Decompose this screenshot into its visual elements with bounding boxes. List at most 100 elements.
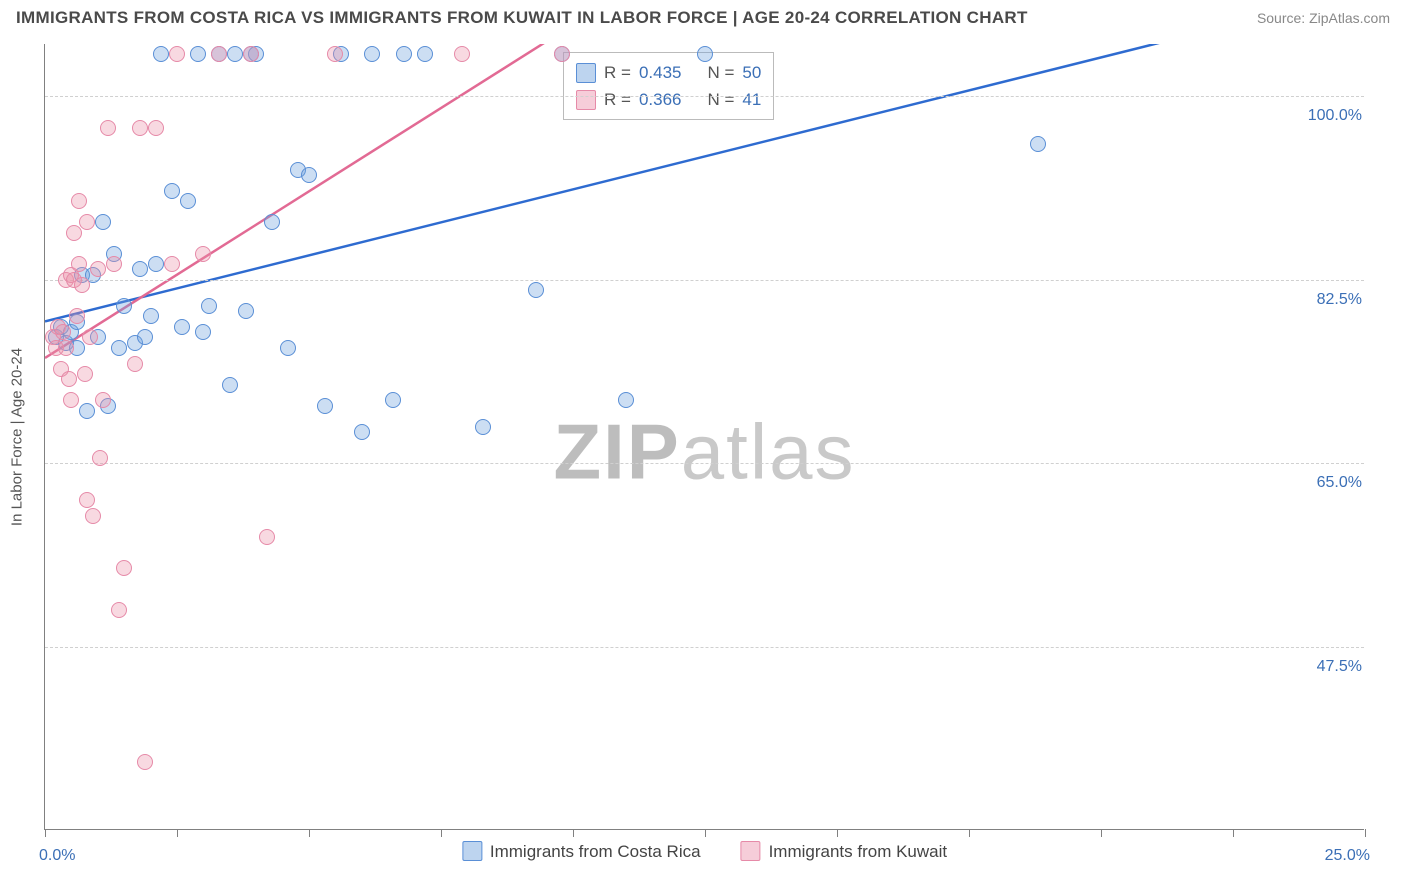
scatter-point (364, 46, 380, 62)
x-axis-min-label: 0.0% (39, 847, 75, 865)
scatter-point (82, 329, 98, 345)
scatter-point (243, 46, 259, 62)
chart-title: IMMIGRANTS FROM COSTA RICA VS IMMIGRANTS… (16, 8, 1028, 28)
y-axis-title: In Labor Force | Age 20-24 (9, 347, 26, 525)
scatter-point (317, 398, 333, 414)
scatter-point (55, 324, 71, 340)
x-tick (969, 829, 970, 837)
trend-lines-svg (45, 44, 1364, 829)
x-tick (1365, 829, 1366, 837)
scatter-point (143, 308, 159, 324)
scatter-point (66, 225, 82, 241)
scatter-point (69, 308, 85, 324)
scatter-point (169, 46, 185, 62)
scatter-point (132, 120, 148, 136)
scatter-point (280, 340, 296, 356)
scatter-point (222, 377, 238, 393)
legend-label-b: Immigrants from Kuwait (769, 838, 948, 865)
legend-swatch-b-icon (741, 841, 761, 861)
stats-legend-box: R = 0.435 N = 50 R = 0.366 N = 41 (563, 52, 774, 120)
scatter-point (79, 403, 95, 419)
scatter-point (174, 319, 190, 335)
scatter-point (111, 602, 127, 618)
x-tick (573, 829, 574, 837)
scatter-point (71, 256, 87, 272)
scatter-point (259, 529, 275, 545)
scatter-point (148, 120, 164, 136)
x-tick (705, 829, 706, 837)
x-tick (177, 829, 178, 837)
scatter-point (137, 754, 153, 770)
legend-item-series-b: Immigrants from Kuwait (741, 838, 948, 865)
y-tick-label: 100.0% (1304, 107, 1366, 125)
scatter-point (85, 508, 101, 524)
x-tick (309, 829, 310, 837)
scatter-point (164, 256, 180, 272)
scatter-point (71, 193, 87, 209)
chart-plot-area: In Labor Force | Age 20-24 ZIPatlas R = … (44, 44, 1364, 830)
scatter-point (95, 392, 111, 408)
scatter-point (92, 450, 108, 466)
scatter-point (79, 492, 95, 508)
scatter-point (201, 298, 217, 314)
scatter-point (211, 46, 227, 62)
title-bar: IMMIGRANTS FROM COSTA RICA VS IMMIGRANTS… (0, 0, 1406, 32)
scatter-point (153, 46, 169, 62)
scatter-point (417, 46, 433, 62)
stat-r-value-a: 0.435 (639, 63, 682, 82)
y-tick-label: 82.5% (1313, 291, 1366, 309)
scatter-point (190, 46, 206, 62)
stat-n-value-b: 41 (742, 90, 761, 109)
legend-swatch-a-icon (462, 841, 482, 861)
scatter-point (58, 340, 74, 356)
stat-n-label-b: N = (707, 86, 734, 113)
scatter-point (106, 256, 122, 272)
scatter-point (148, 256, 164, 272)
scatter-point (327, 46, 343, 62)
swatch-series-a-icon (576, 63, 596, 83)
scatter-point (264, 214, 280, 230)
scatter-point (111, 340, 127, 356)
watermark: ZIPatlas (553, 407, 855, 498)
scatter-point (137, 329, 153, 345)
gridline-h (45, 96, 1364, 97)
scatter-point (63, 392, 79, 408)
scatter-point (61, 371, 77, 387)
y-tick-label: 65.0% (1313, 474, 1366, 492)
x-tick (441, 829, 442, 837)
scatter-point (74, 277, 90, 293)
scatter-point (195, 246, 211, 262)
stat-r-value-b: 0.366 (639, 90, 682, 109)
scatter-point (1030, 136, 1046, 152)
scatter-point (697, 46, 713, 62)
stats-row-series-a: R = 0.435 N = 50 (576, 59, 761, 86)
scatter-point (301, 167, 317, 183)
y-tick-label: 47.5% (1313, 658, 1366, 676)
scatter-point (396, 46, 412, 62)
stat-r-label-b: R = (604, 86, 631, 113)
scatter-point (77, 366, 93, 382)
scatter-point (475, 419, 491, 435)
scatter-point (385, 392, 401, 408)
x-tick (45, 829, 46, 837)
watermark-light: atlas (681, 408, 856, 496)
scatter-point (528, 282, 544, 298)
scatter-point (454, 46, 470, 62)
x-axis-max-label: 25.0% (1325, 847, 1370, 865)
scatter-point (227, 46, 243, 62)
bottom-legend: Immigrants from Costa Rica Immigrants fr… (462, 838, 947, 865)
legend-label-a: Immigrants from Costa Rica (490, 838, 701, 865)
gridline-h (45, 280, 1364, 281)
scatter-point (618, 392, 634, 408)
scatter-point (100, 120, 116, 136)
scatter-point (95, 214, 111, 230)
scatter-point (79, 214, 95, 230)
trend-line (45, 44, 625, 358)
scatter-point (354, 424, 370, 440)
legend-item-series-a: Immigrants from Costa Rica (462, 838, 701, 865)
scatter-point (127, 356, 143, 372)
stat-n-label-a: N = (707, 59, 734, 86)
stat-r-label-a: R = (604, 59, 631, 86)
scatter-point (116, 560, 132, 576)
scatter-point (164, 183, 180, 199)
